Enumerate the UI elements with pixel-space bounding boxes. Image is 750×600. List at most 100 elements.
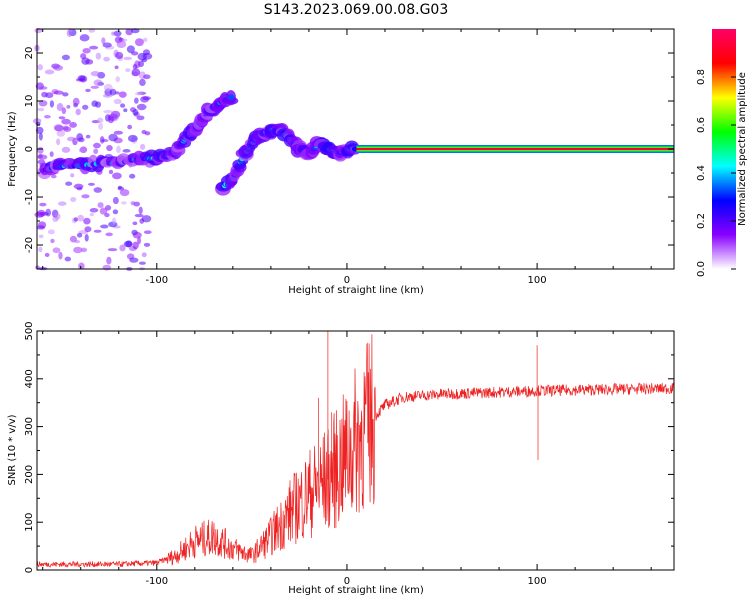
y-tick-label: 20 <box>24 47 35 60</box>
spectrogram-noise-cell <box>50 238 55 244</box>
spectrogram-noise-cell <box>90 71 100 77</box>
x-tick-label: -100 <box>145 576 168 587</box>
spectrogram-noise-cell <box>120 103 126 108</box>
spectrogram-noise-cell <box>138 60 145 68</box>
spectrogram-noise-cell <box>82 47 91 54</box>
spectrogram-noise-cell <box>70 196 77 202</box>
spectrogram-noise-cell <box>78 148 84 153</box>
spectrogram-noise-cell <box>138 261 146 265</box>
y-tick-label: 0 <box>24 146 35 152</box>
spectrogram-noise-cell <box>50 174 57 179</box>
spectrogram-noise-cell <box>102 93 113 98</box>
spectrogram-noise-cell <box>143 74 151 80</box>
spectrogram-noise-cell <box>81 194 90 199</box>
figure-title: S143.2023.069.00.08.G03 <box>264 2 449 18</box>
spectrogram-noise-cell <box>136 115 145 121</box>
spectrogram-noise-cell <box>61 146 71 153</box>
spectrogram-noise-cell <box>134 38 144 47</box>
spectrogram-noise-cell <box>134 92 143 96</box>
spectrogram-noise-cell <box>37 154 48 160</box>
x-tick-label: 100 <box>528 576 547 587</box>
spectrogram-noise-cell <box>141 252 147 258</box>
spectrogram-blobs <box>32 27 361 271</box>
spectrogram-noise-cell <box>119 189 130 197</box>
colorbar-tick-label: 0.4 <box>696 165 707 181</box>
spectrogram-noise-cell <box>125 68 131 73</box>
spectrogram-noise-cell <box>129 173 136 179</box>
spectrogram-noise-cell <box>61 118 71 125</box>
x-tick-label: -100 <box>145 275 168 286</box>
spectrogram-noise-cell <box>73 184 82 189</box>
spectrogram-noise-cell <box>127 134 138 143</box>
spectrogram-noise-cell <box>119 244 126 252</box>
colorbar-gradient <box>712 29 736 269</box>
spectrogram-noise-cell <box>129 257 139 263</box>
spectrogram-noise-cell <box>105 232 113 237</box>
colorbar-tick-label: 0.8 <box>696 69 707 85</box>
spectrogram-noise-cell <box>37 146 44 154</box>
spectrogram-noise-cell <box>35 126 44 135</box>
spectrogram-noise-cell <box>84 234 89 242</box>
spectrogram-noise-cell <box>103 83 113 92</box>
spectrogram-noise-cell <box>99 207 108 215</box>
spectrogram-noise-cell <box>84 226 92 233</box>
spectrogram-noise-cell <box>106 256 112 265</box>
spectrogram-noise-cell <box>101 37 106 45</box>
spectrogram-noise-cell <box>78 262 85 270</box>
spectrogram-noise-cell <box>132 241 139 250</box>
snr-panel: -100 0 100 0 100 200 300 400 500 Height of stra… <box>7 321 675 596</box>
spectrogram-x-label: Height of straight line (km) <box>288 285 424 296</box>
colorbar-label: Normalized spectral amplitude <box>737 72 748 226</box>
spectrogram-noise-cell <box>73 246 83 254</box>
spectrogram-noise-cell <box>38 234 44 239</box>
spectrogram-steady-line <box>356 145 674 153</box>
spectrogram-noise-cell <box>116 145 121 154</box>
spectrogram-noise-cell <box>108 169 114 175</box>
spectrogram-noise-cell <box>47 229 55 235</box>
y-tick-label: 400 <box>24 369 35 388</box>
spectrogram-noise-cell <box>39 86 48 90</box>
steady-line-core <box>356 148 674 150</box>
y-tick-label: 0 <box>24 567 35 573</box>
spectrogram-noise-cell <box>93 142 101 149</box>
y-tick-label: 200 <box>24 465 35 484</box>
spectrogram-noise-cell <box>102 264 112 271</box>
spectrogram-noise-cell <box>52 247 61 254</box>
spectrogram-noise-cell <box>49 100 55 108</box>
spectrogram-noise-cell <box>127 124 133 130</box>
snr-y-label: SNR (10 * v/v) <box>7 414 18 485</box>
y-tick-label: 100 <box>24 513 35 532</box>
spectrogram-noise-cell <box>53 65 64 71</box>
spectrogram-noise-cell <box>112 172 122 180</box>
spectrogram-ridge-cell <box>351 146 358 152</box>
spectrogram-noise-cell <box>111 31 116 36</box>
spectrogram-noise-cell <box>115 76 121 83</box>
y-tick-label: 300 <box>24 417 35 436</box>
spectrogram-noise-cell <box>79 34 90 42</box>
spectrogram-noise-cell <box>89 208 99 213</box>
spectrogram-noise-cell <box>141 129 147 135</box>
y-tick-label: 10 <box>24 95 35 108</box>
spectrogram-noise-cell <box>103 56 110 62</box>
spectrogram-noise-cell <box>139 78 146 87</box>
spectrogram-ridge-cell <box>228 94 235 100</box>
spectrogram-noise-cell <box>107 248 118 252</box>
spectrogram-noise-cell <box>45 208 52 217</box>
spectrogram-noise-cell <box>89 45 99 50</box>
spectrogram-noise-cell <box>117 185 122 189</box>
spectrogram-noise-cell <box>38 100 48 107</box>
spectrogram-noise-cell <box>56 130 66 137</box>
spectrogram-noise-cell <box>64 256 72 262</box>
spectrogram-noise-cell <box>130 201 136 206</box>
spectrogram-noise-cell <box>62 92 69 97</box>
spectrogram-noise-cell <box>56 103 64 112</box>
spectrogram-noise-cell <box>140 96 150 103</box>
spectrogram-noise-cell <box>76 232 83 238</box>
spectrogram-noise-cell <box>45 92 54 99</box>
spectrogram-noise-cell <box>76 133 84 142</box>
spectrogram-noise-cell <box>141 215 152 223</box>
spectrogram-noise-cell <box>97 202 104 209</box>
spectrogram-noise-cell <box>143 230 152 234</box>
spectrogram-noise-cell <box>137 236 142 245</box>
